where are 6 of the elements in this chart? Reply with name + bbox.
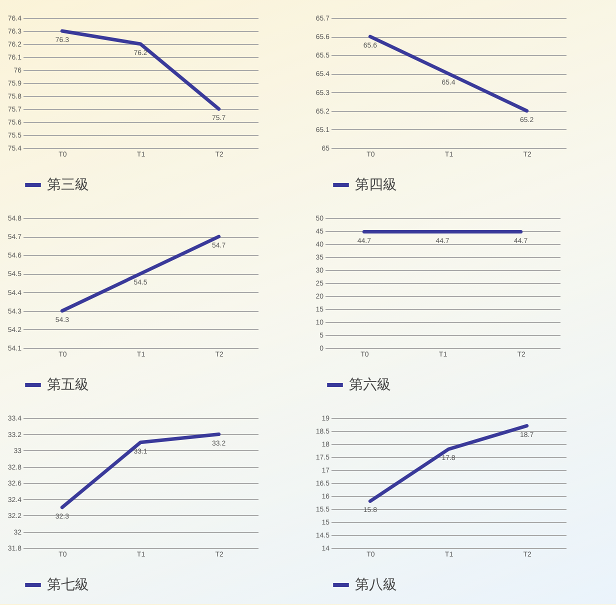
legend-label: 第五級 (47, 377, 89, 393)
legend-label: 第六級 (349, 377, 391, 393)
legend-label: 第八級 (355, 577, 397, 593)
legend-label: 第七級 (47, 577, 89, 593)
legend-label: 第四級 (355, 177, 397, 193)
legend-label: 第三級 (47, 177, 89, 193)
